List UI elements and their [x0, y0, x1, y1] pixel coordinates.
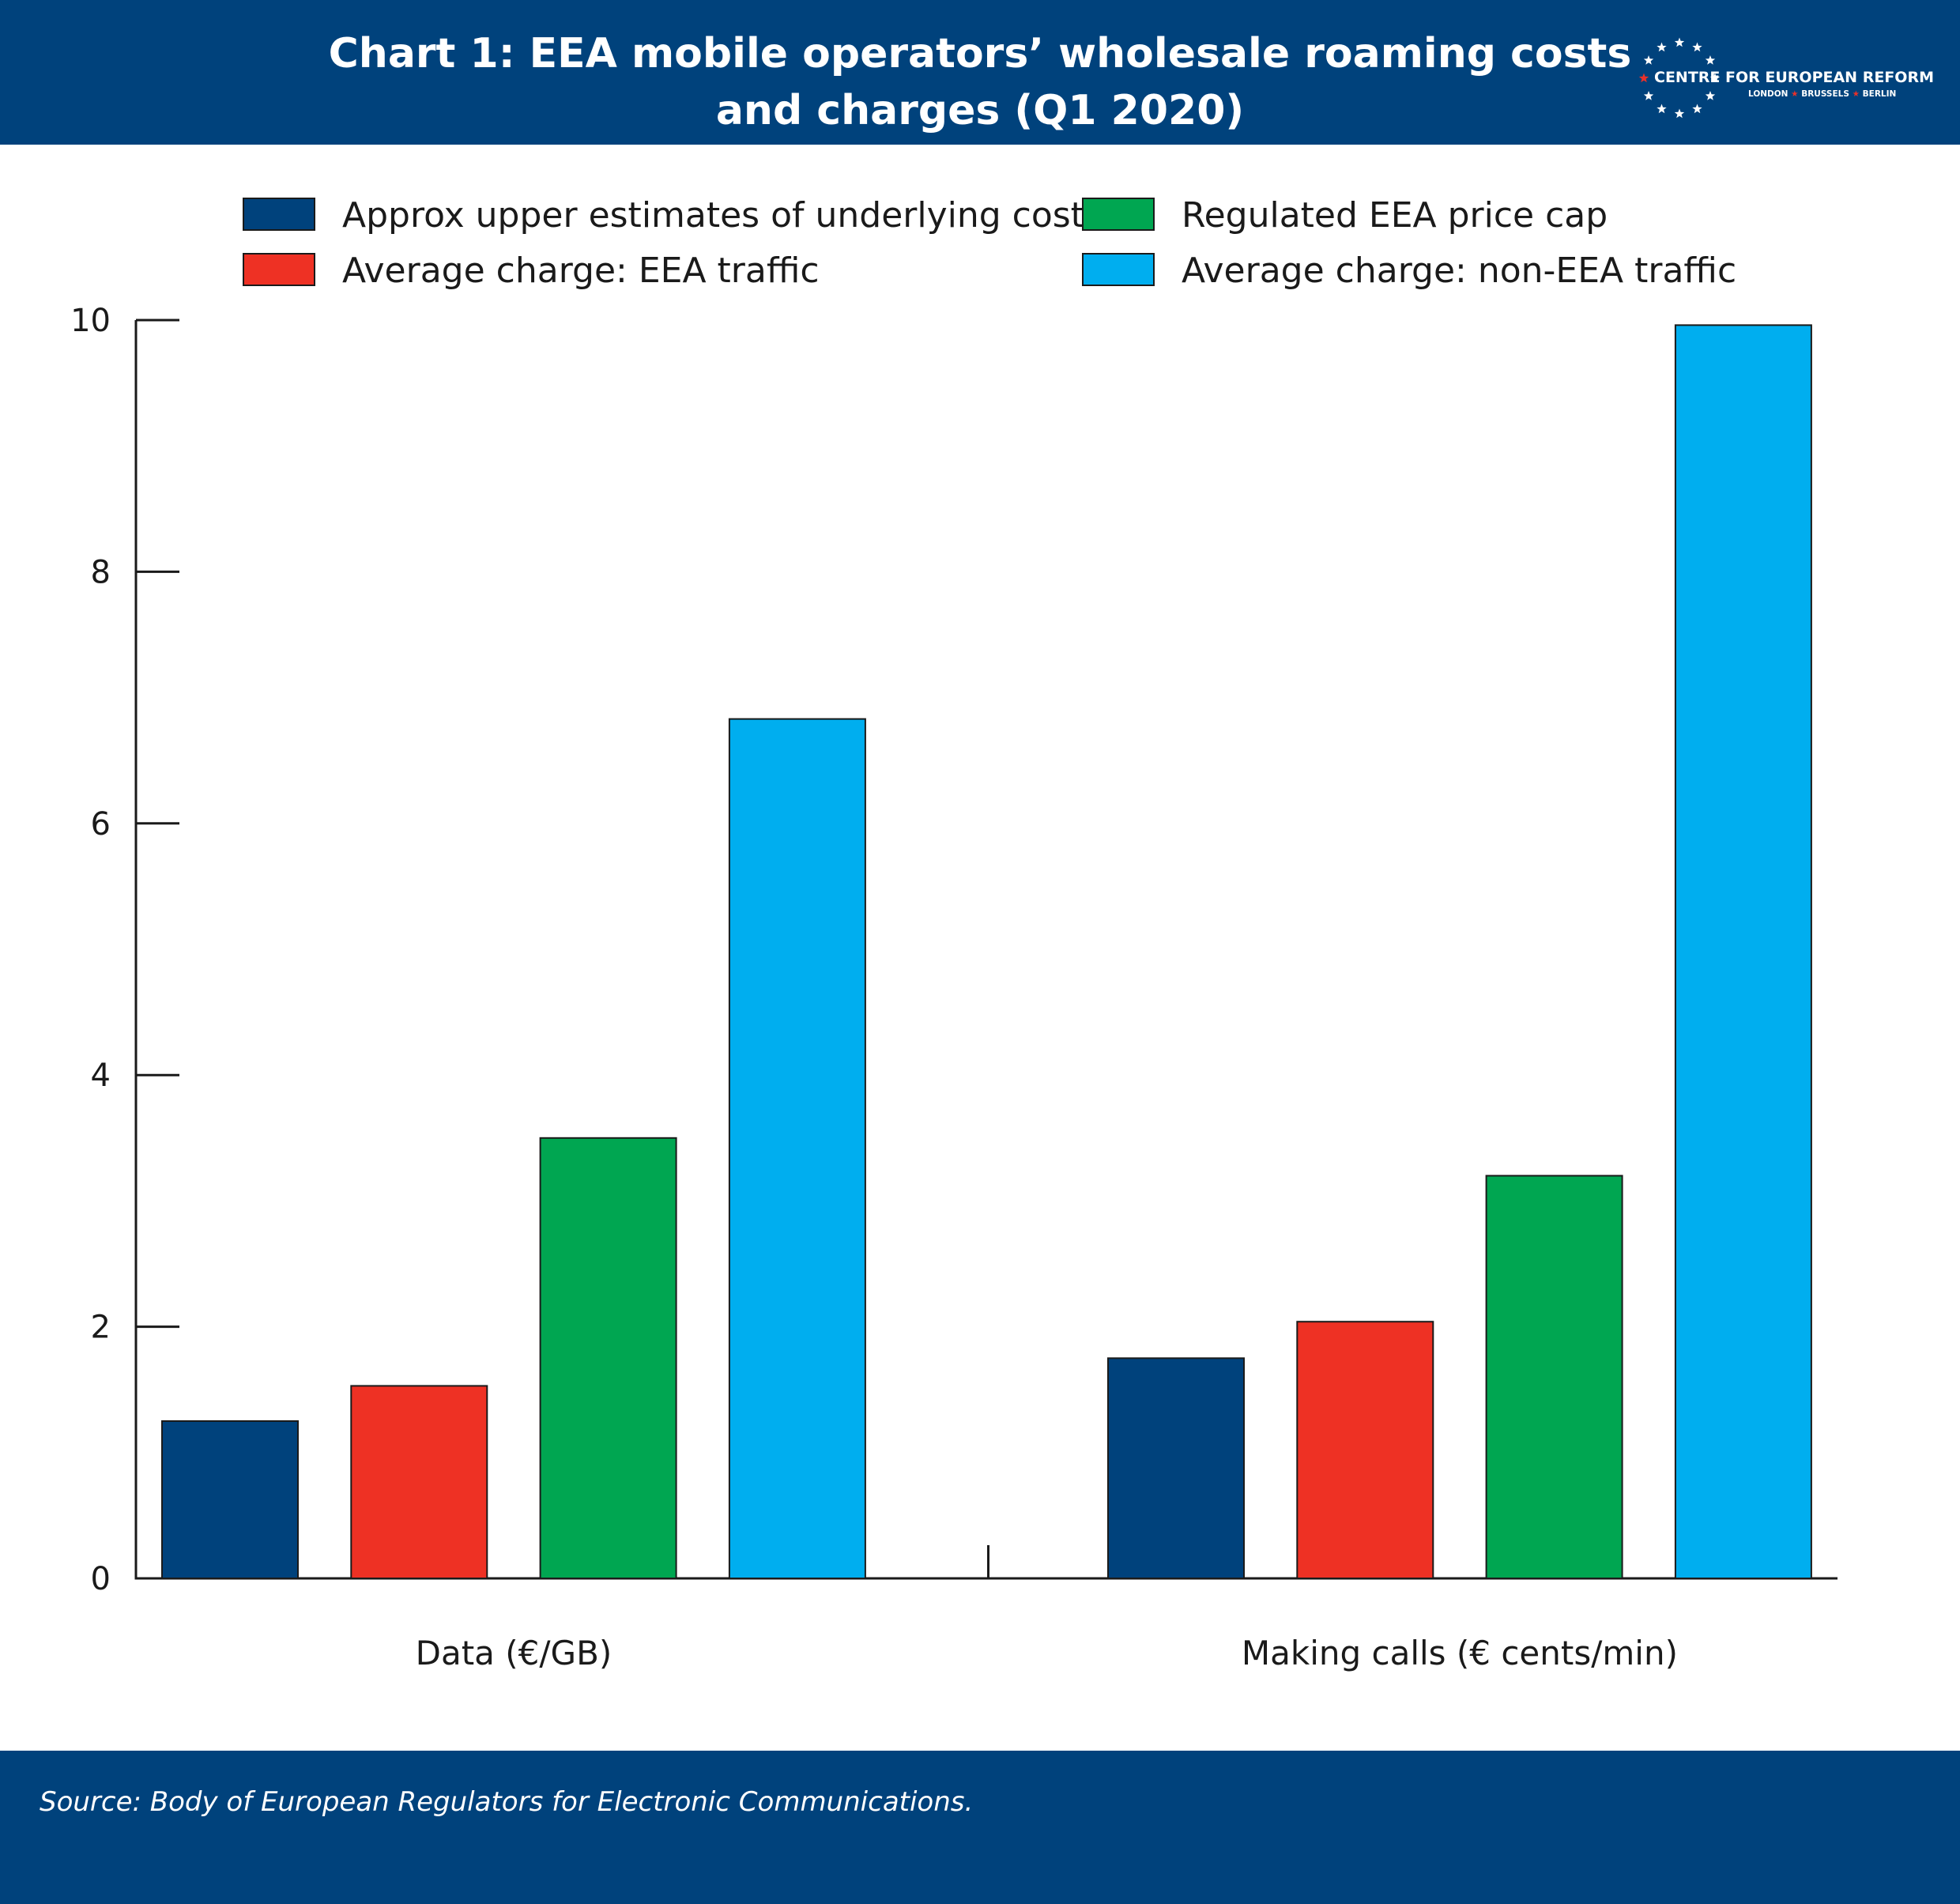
logo-star-icon [1674, 37, 1685, 47]
logo-star-icon [1643, 55, 1654, 65]
logo-separator-star-icon: ★ [1852, 89, 1860, 99]
logo-star-icon [1709, 73, 1721, 83]
cer-logo-stars [1638, 37, 1721, 119]
logo-star-icon [1657, 42, 1667, 52]
legend-swatch [1082, 198, 1155, 231]
chart-header: Chart 1: EEA mobile operators’ wholesale… [0, 0, 1960, 145]
cer-logo-name: CENTRE FOR EUROPEAN REFORM [1654, 69, 1934, 86]
y-tick-label: 4 [91, 1058, 111, 1094]
logo-city-london: LONDON [1748, 89, 1788, 99]
bar [539, 1137, 677, 1580]
logo-star-icon [1705, 55, 1716, 65]
bar [728, 718, 866, 1580]
logo-star-icon [1705, 91, 1716, 100]
x-category-label: Making calls (€ cents/min) [1242, 1634, 1678, 1672]
bar [1107, 1357, 1245, 1580]
legend-swatch [243, 198, 315, 231]
chart-title-line-1: Chart 1: EEA mobile operators’ wholesale… [328, 30, 1632, 77]
cer-logo-cities: LONDON ★ BRUSSELS ★ BERLIN [1748, 89, 1896, 99]
logo-star-icon [1638, 73, 1649, 83]
bar [1674, 324, 1812, 1579]
logo-star-icon [1657, 104, 1667, 114]
x-category-label: Data (€/GB) [416, 1634, 612, 1672]
y-tick-label: 10 [70, 303, 111, 339]
legend-label: Regulated EEA price cap [1182, 195, 1608, 236]
y-tick-label: 2 [91, 1310, 111, 1346]
bar [1485, 1174, 1623, 1580]
logo-star-icon [1692, 104, 1702, 114]
bar-chart: Approx upper estimates of underlying cos… [70, 195, 1838, 1672]
legend-swatch [243, 253, 315, 286]
legend-label: Average charge: non-EEA traffic [1182, 251, 1736, 291]
logo-star-icon [1692, 42, 1702, 52]
logo-star-icon [1674, 108, 1685, 119]
bar [161, 1420, 299, 1579]
y-tick-label: 6 [91, 806, 111, 843]
bar [350, 1385, 488, 1579]
legend-label: Average charge: EEA traffic [342, 251, 820, 291]
chart-title: Chart 1: EEA mobile operators’ wholesale… [0, 25, 1960, 139]
chart-title-line-2: and charges (Q1 2020) [715, 87, 1245, 134]
logo-separator-star-icon: ★ [1791, 89, 1799, 99]
legend-swatch [1082, 253, 1155, 286]
y-tick-label: 0 [91, 1561, 111, 1597]
bar [1296, 1321, 1434, 1580]
chart-footer: Source: Body of European Regulators for … [0, 1751, 1960, 1904]
logo-city-berlin: BERLIN [1862, 89, 1897, 99]
legend-label: Approx upper estimates of underlying cos… [342, 195, 1084, 236]
logo-city-brussels: BRUSSELS [1801, 89, 1849, 99]
source-note: Source: Body of European Regulators for … [40, 1786, 974, 1818]
y-tick-label: 8 [91, 554, 111, 590]
logo-star-icon [1643, 91, 1654, 100]
